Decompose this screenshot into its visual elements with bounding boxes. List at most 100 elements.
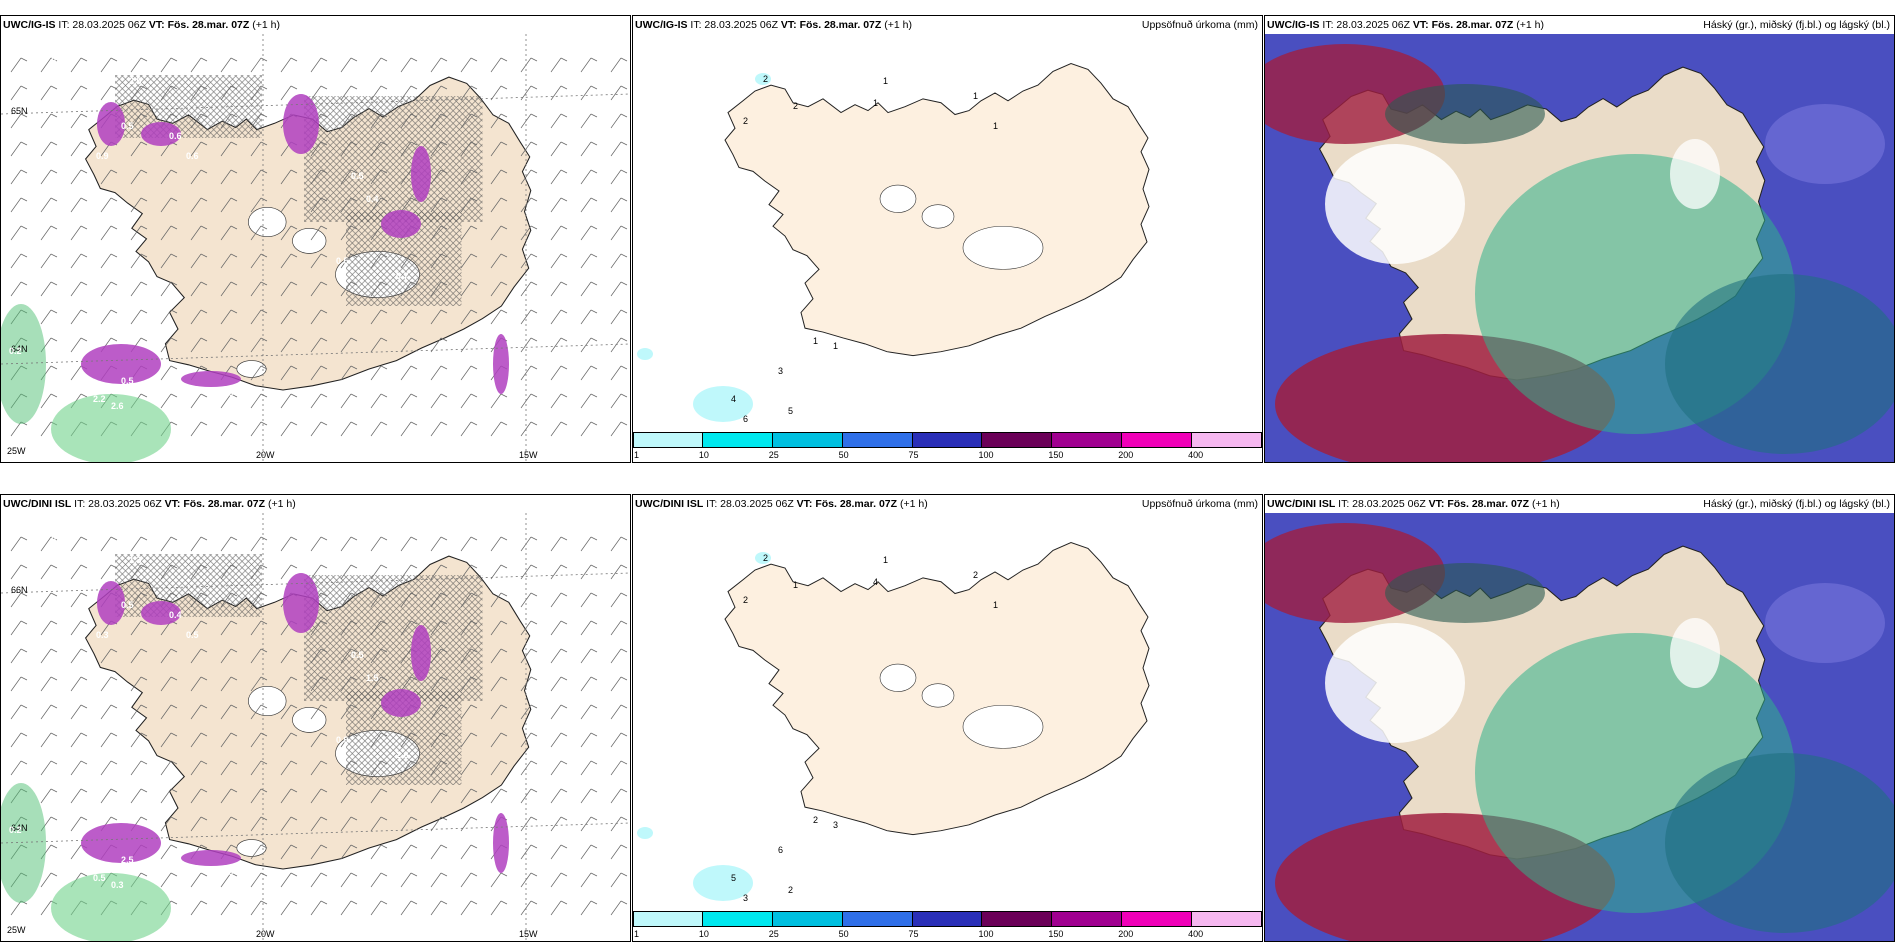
- wind-barb-flag: [170, 788, 178, 793]
- precip-map-canvas[interactable]: 2 2 2 1 1 1 1 1 1 4 3 6 5: [633, 34, 1262, 432]
- wind-barb-flag: [290, 197, 298, 202]
- wind-barb-flag: [320, 337, 328, 342]
- wind-barb-flag: [440, 393, 448, 398]
- wind-map-canvas[interactable]: 65N 64N 25W 20W 15W 0.5 2.5 0.5 0.6 0.9 0.6 0.5 0.4 0…: [1, 34, 630, 462]
- wind-barb-flag: [590, 732, 598, 737]
- wind-barb: [220, 816, 232, 832]
- wind-barb-flag: [20, 536, 28, 541]
- wind-barb: [160, 760, 172, 776]
- wind-barb: [10, 421, 22, 437]
- wind-barb: [370, 648, 382, 664]
- wind-barb-flag: [500, 421, 508, 426]
- wind-barb: [70, 676, 82, 692]
- wind-barb-flag: [80, 704, 88, 709]
- wind-barb-flag: [350, 620, 358, 625]
- wind-barb: [10, 732, 22, 748]
- wind-barb: [610, 564, 622, 580]
- wind-barb-flag: [560, 816, 568, 821]
- cloud-map-canvas[interactable]: [1265, 34, 1894, 462]
- wind-barb: [340, 760, 352, 776]
- wind-barb: [340, 900, 352, 916]
- wind-barb: [460, 592, 472, 608]
- panel-header: UWC/DINI ISL IT: 28.03.2025 06Z VT: Fös.…: [635, 498, 928, 510]
- colorbar-segment: [633, 911, 703, 927]
- wind-barb-flag: [440, 309, 448, 314]
- wind-barb: [430, 197, 442, 213]
- cloud-map-canvas[interactable]: [1265, 513, 1894, 941]
- wind-barb: [130, 788, 142, 804]
- wind-barb: [40, 620, 52, 636]
- wind-barb-flag: [80, 169, 88, 174]
- wind-barb: [280, 57, 292, 73]
- wind-barb: [160, 309, 172, 325]
- wind-barb: [340, 169, 352, 185]
- wind-barb: [370, 704, 382, 720]
- wind-barb: [490, 169, 502, 185]
- wind-barb: [490, 141, 502, 157]
- wind-barb-flag: [470, 760, 478, 765]
- wind-barb: [220, 564, 232, 580]
- wind-barb-flag: [170, 169, 178, 174]
- wind-barb-flag: [170, 197, 178, 202]
- wind-barb-flag: [620, 844, 628, 849]
- wind-barb-flag: [470, 704, 478, 709]
- wind-barb-flag: [620, 281, 628, 286]
- wind-barb: [310, 337, 322, 353]
- precip-value-label: 2.5: [121, 855, 134, 865]
- wind-barb: [280, 760, 292, 776]
- colorbar-segment: [842, 911, 913, 927]
- wind-barb: [340, 141, 352, 157]
- wind-barb: [310, 844, 322, 860]
- precip-value-label: 2: [793, 101, 798, 111]
- wind-map-canvas[interactable]: 66N 64N 25W 20W 15W 0.7 1.3 0.5 0.4 0.3 0.5 0.5 1.5 0…: [1, 513, 630, 941]
- wind-barb-flag: [50, 676, 58, 681]
- wind-barb: [220, 281, 232, 297]
- wind-barb-flag: [50, 309, 58, 314]
- wind-barb-flag: [380, 421, 388, 426]
- wind-barb-flag: [470, 816, 478, 821]
- precip-value-label: 0.5: [336, 256, 349, 266]
- wind-barb: [610, 536, 622, 552]
- wind-barb: [250, 141, 262, 157]
- wind-barb: [100, 676, 112, 692]
- wind-barb-flag: [110, 169, 118, 174]
- wind-barb-flag: [380, 197, 388, 202]
- wind-barb-flag: [200, 816, 208, 821]
- wind-barb-flag: [50, 197, 58, 202]
- wind-barb-flag: [140, 253, 148, 258]
- wind-barb-flag: [470, 85, 478, 90]
- wind-barb: [610, 592, 622, 608]
- wind-barb-flag: [560, 592, 568, 597]
- wind-barb: [130, 704, 142, 720]
- wind-barb: [40, 788, 52, 804]
- wind-barb: [10, 253, 22, 269]
- glacier-patch: [236, 360, 267, 378]
- wind-barb: [550, 536, 562, 552]
- wind-barb-flag: [320, 592, 328, 597]
- wind-barb-flag: [590, 113, 598, 118]
- wind-barb-flag: [380, 393, 388, 398]
- wind-barb-flag: [530, 676, 538, 681]
- wind-barb: [610, 393, 622, 409]
- wind-barb: [10, 704, 22, 720]
- wind-barb-flag: [140, 141, 148, 146]
- wind-barb: [280, 253, 292, 269]
- wind-barb-flag: [590, 844, 598, 849]
- wind-barb-flag: [560, 760, 568, 765]
- wind-barb-flag: [380, 872, 388, 877]
- precip-value-label: 1: [993, 600, 998, 610]
- wind-barb-flag: [620, 732, 628, 737]
- wind-barb: [280, 816, 292, 832]
- wind-barb-flag: [320, 620, 328, 625]
- wind-barb: [250, 169, 262, 185]
- wind-barb-flag: [140, 225, 148, 230]
- wind-barb-flag: [620, 337, 628, 342]
- wind-barb: [430, 732, 442, 748]
- wind-barb: [610, 141, 622, 157]
- panel-header: UWC/DINI ISL IT: 28.03.2025 06Z VT: Fös.…: [1267, 498, 1560, 510]
- wind-barb: [40, 113, 52, 129]
- wind-barb: [430, 309, 442, 325]
- wind-barb: [310, 421, 322, 437]
- wind-barb: [250, 393, 262, 409]
